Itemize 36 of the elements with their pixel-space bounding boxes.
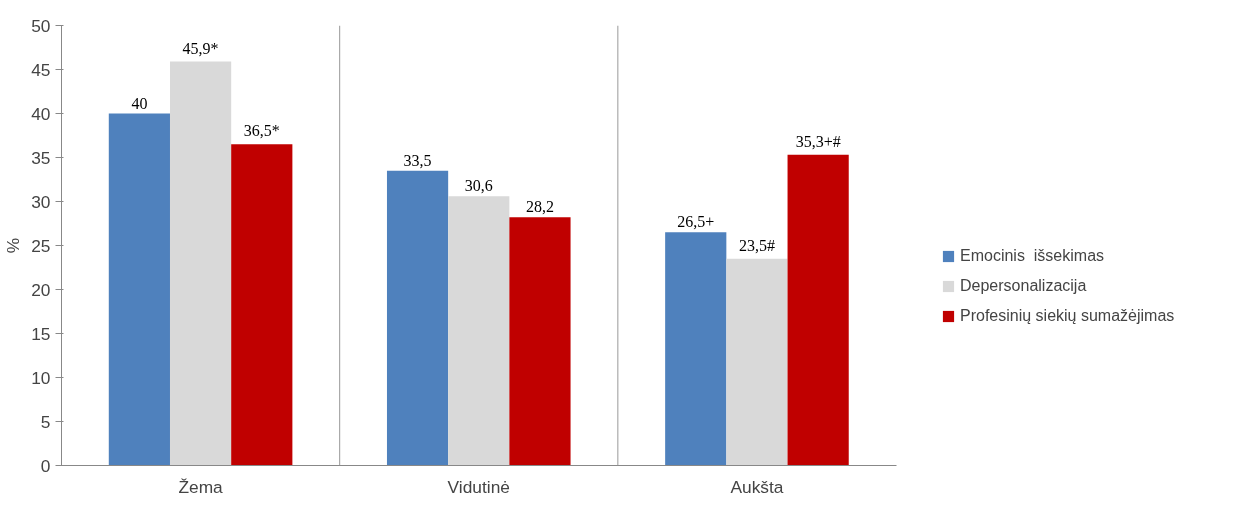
y-tick-label: 15 — [31, 323, 51, 344]
y-axis-title: % — [3, 237, 24, 254]
data-label: 33,5 — [403, 151, 432, 169]
y-tick-label: 0 — [40, 455, 51, 476]
bar — [665, 232, 727, 466]
y-tick-label: 5 — [40, 411, 51, 432]
y-tick-label: 25 — [31, 235, 51, 256]
data-label: 30,6 — [464, 177, 493, 195]
y-tick-label: 30 — [31, 191, 51, 212]
legend-label: Emocinis išsekimas — [960, 247, 1105, 265]
data-label: 23,5# — [738, 236, 775, 254]
data-label: 40 — [131, 94, 148, 112]
y-tick-label: 20 — [31, 279, 51, 300]
bar — [448, 196, 510, 466]
data-label: 26,5+ — [677, 213, 715, 231]
data-label: 28,2 — [525, 198, 554, 216]
x-tick-label: Žema — [178, 476, 224, 497]
bar — [509, 217, 571, 466]
y-tick-label: 10 — [31, 367, 51, 388]
data-label: 45,9* — [182, 39, 219, 57]
x-tick-label: Aukšta — [730, 476, 784, 497]
legend-label: Profesinių siekių sumažėjimas — [960, 307, 1175, 325]
y-tick-label: 35 — [31, 147, 51, 168]
data-label: 35,3+# — [795, 132, 841, 150]
bar — [108, 113, 170, 466]
bar — [386, 170, 449, 466]
x-tick-label: Vidutinė — [447, 476, 510, 497]
bar — [726, 258, 788, 466]
y-tick-label: 45 — [31, 59, 51, 80]
legend-label: Depersonalizacija — [960, 277, 1087, 295]
bar — [787, 154, 849, 466]
y-tick-label: 40 — [31, 103, 51, 124]
bar — [169, 61, 232, 466]
bar — [231, 144, 293, 466]
data-label: 36,5* — [243, 122, 280, 140]
y-tick-label: 50 — [31, 15, 51, 36]
